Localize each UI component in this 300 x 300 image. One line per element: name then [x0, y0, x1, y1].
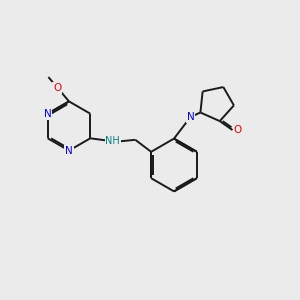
- Text: N: N: [187, 112, 194, 122]
- Text: O: O: [53, 83, 62, 93]
- Text: O: O: [234, 125, 242, 135]
- Text: N: N: [65, 146, 73, 156]
- Text: NH: NH: [105, 136, 120, 146]
- Text: N: N: [44, 109, 52, 119]
